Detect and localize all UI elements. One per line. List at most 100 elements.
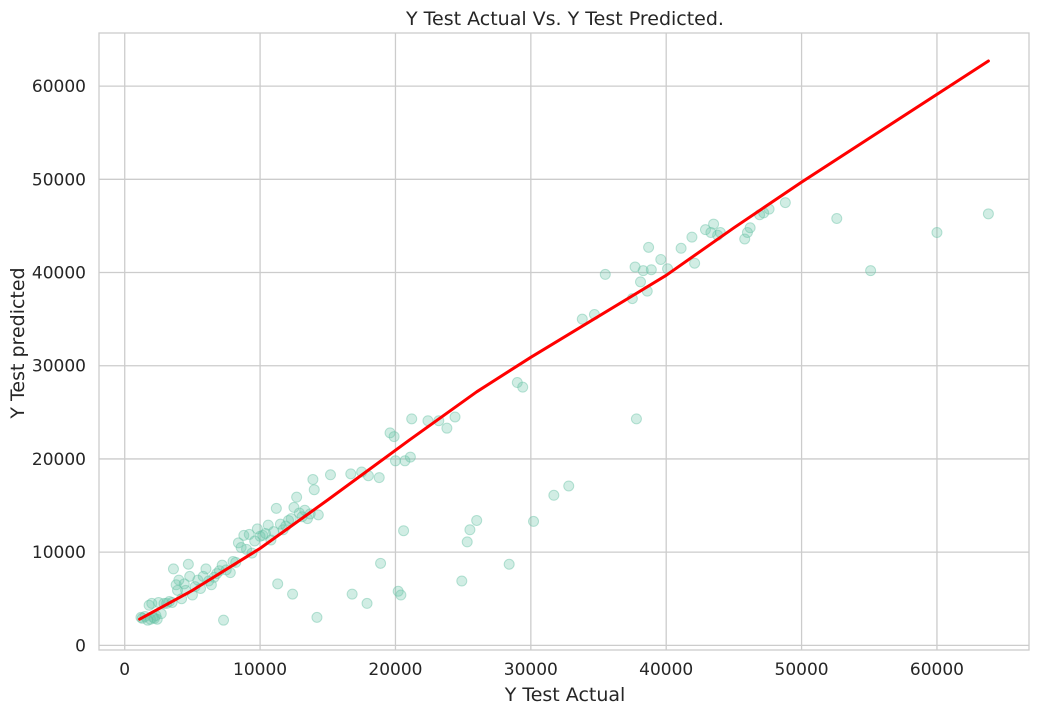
chart-title: Y Test Actual Vs. Y Test Predicted. <box>405 8 724 30</box>
scatter-point <box>655 253 667 265</box>
fit-line-layer <box>138 59 990 621</box>
scatter-point <box>312 509 324 521</box>
scatter-point <box>629 261 641 273</box>
scatter-point <box>238 529 250 541</box>
scatter-point <box>218 614 230 626</box>
scatter-point <box>249 535 261 547</box>
scatter-point <box>254 530 266 542</box>
x-tick-label: 50000 <box>775 660 829 680</box>
scatter-point <box>146 597 158 609</box>
scatter-point <box>345 468 357 480</box>
scatter-point <box>143 599 155 611</box>
x-tick-label: 0 <box>119 660 130 680</box>
x-tick-label: 20000 <box>368 660 422 680</box>
scatter-point <box>699 224 711 236</box>
scatter-point <box>184 570 196 582</box>
x-tick-label: 30000 <box>504 660 558 680</box>
scatter-point <box>293 507 305 519</box>
axes-frame <box>98 32 1030 651</box>
scatter-point <box>262 519 274 531</box>
scatter-point <box>399 455 411 467</box>
scatter-point <box>630 413 642 425</box>
scatter-point <box>346 588 358 600</box>
scatter-point <box>464 524 476 536</box>
scatter-point <box>865 265 877 277</box>
scatter-point <box>172 584 184 596</box>
scatter-point <box>503 558 515 570</box>
scatter-point <box>272 578 284 590</box>
scatter-point <box>831 212 843 224</box>
scatter-point <box>173 574 185 586</box>
y-tick-label: 10000 <box>32 543 86 563</box>
scatter-point <box>461 536 473 548</box>
scatter-point <box>151 613 163 625</box>
scatter-point <box>388 431 400 443</box>
x-axis-title: Y Test Actual <box>504 684 626 706</box>
scatter-point <box>576 313 588 325</box>
scatter-point <box>361 597 373 609</box>
scatter-point <box>197 570 209 582</box>
scatter-point <box>243 528 255 540</box>
scatter-point <box>779 197 791 209</box>
x-tick-label: 60000 <box>910 660 964 680</box>
scatter-point <box>283 514 295 526</box>
y-tick-label: 0 <box>75 636 86 656</box>
scatter-point <box>232 537 244 549</box>
scatter-point <box>192 574 204 586</box>
scatter-point <box>307 473 319 485</box>
scatter-point <box>389 455 401 467</box>
scatter-point <box>637 265 649 277</box>
scatter-point <box>517 381 529 393</box>
scatter-point <box>645 264 657 276</box>
scatter-point <box>563 480 575 492</box>
scatter-point <box>167 563 179 575</box>
scatter-point <box>686 231 698 243</box>
scatter-point <box>705 226 717 238</box>
scatter-point <box>931 226 943 238</box>
scatter-point <box>235 541 247 553</box>
scatter-point <box>404 451 416 463</box>
scatter-point <box>149 612 161 624</box>
y-tick-label: 40000 <box>32 264 86 284</box>
scatter-point <box>375 557 387 569</box>
scatter-point <box>200 563 212 575</box>
y-tick-label: 60000 <box>32 77 86 97</box>
scatter-point <box>288 501 300 513</box>
scatter-point <box>241 543 253 555</box>
tick-labels: 0 10000 20000 30000 40000 50000 60000 0 10000 200… <box>32 77 964 680</box>
scatter-point <box>643 241 655 253</box>
y-tick-label: 50000 <box>32 170 86 190</box>
scatter-point <box>406 413 418 425</box>
scatter-point <box>251 523 263 535</box>
scatter-point <box>398 525 410 537</box>
points-layer <box>135 197 994 626</box>
scatter-point <box>634 276 646 288</box>
scatter-point <box>511 377 523 389</box>
scatter-point <box>384 427 396 439</box>
scatter-point <box>599 268 611 280</box>
y-axis-title: Y Test predicted <box>7 267 29 419</box>
scatter-point <box>528 515 540 527</box>
plot-frame <box>98 32 1030 651</box>
scatter-point <box>311 611 323 623</box>
scatter-point <box>982 208 994 220</box>
scatter-point <box>260 527 272 539</box>
scatter-point <box>268 526 280 538</box>
scatter-point <box>182 558 194 570</box>
scatter-point <box>287 588 299 600</box>
grid-layer <box>99 33 1029 650</box>
scatter-point <box>441 422 453 434</box>
scatter-point <box>456 575 468 587</box>
scatter-point <box>274 518 286 530</box>
scatter-point <box>308 484 320 496</box>
y-tick-label: 30000 <box>32 357 86 377</box>
scatter-point <box>741 226 753 238</box>
scatter-point <box>270 502 282 514</box>
scatter-point <box>708 218 720 230</box>
scatter-point <box>373 472 385 484</box>
x-tick-label: 10000 <box>233 660 287 680</box>
scatter-point <box>689 257 701 269</box>
scatter-point <box>471 514 483 526</box>
scatter-point <box>257 529 269 541</box>
